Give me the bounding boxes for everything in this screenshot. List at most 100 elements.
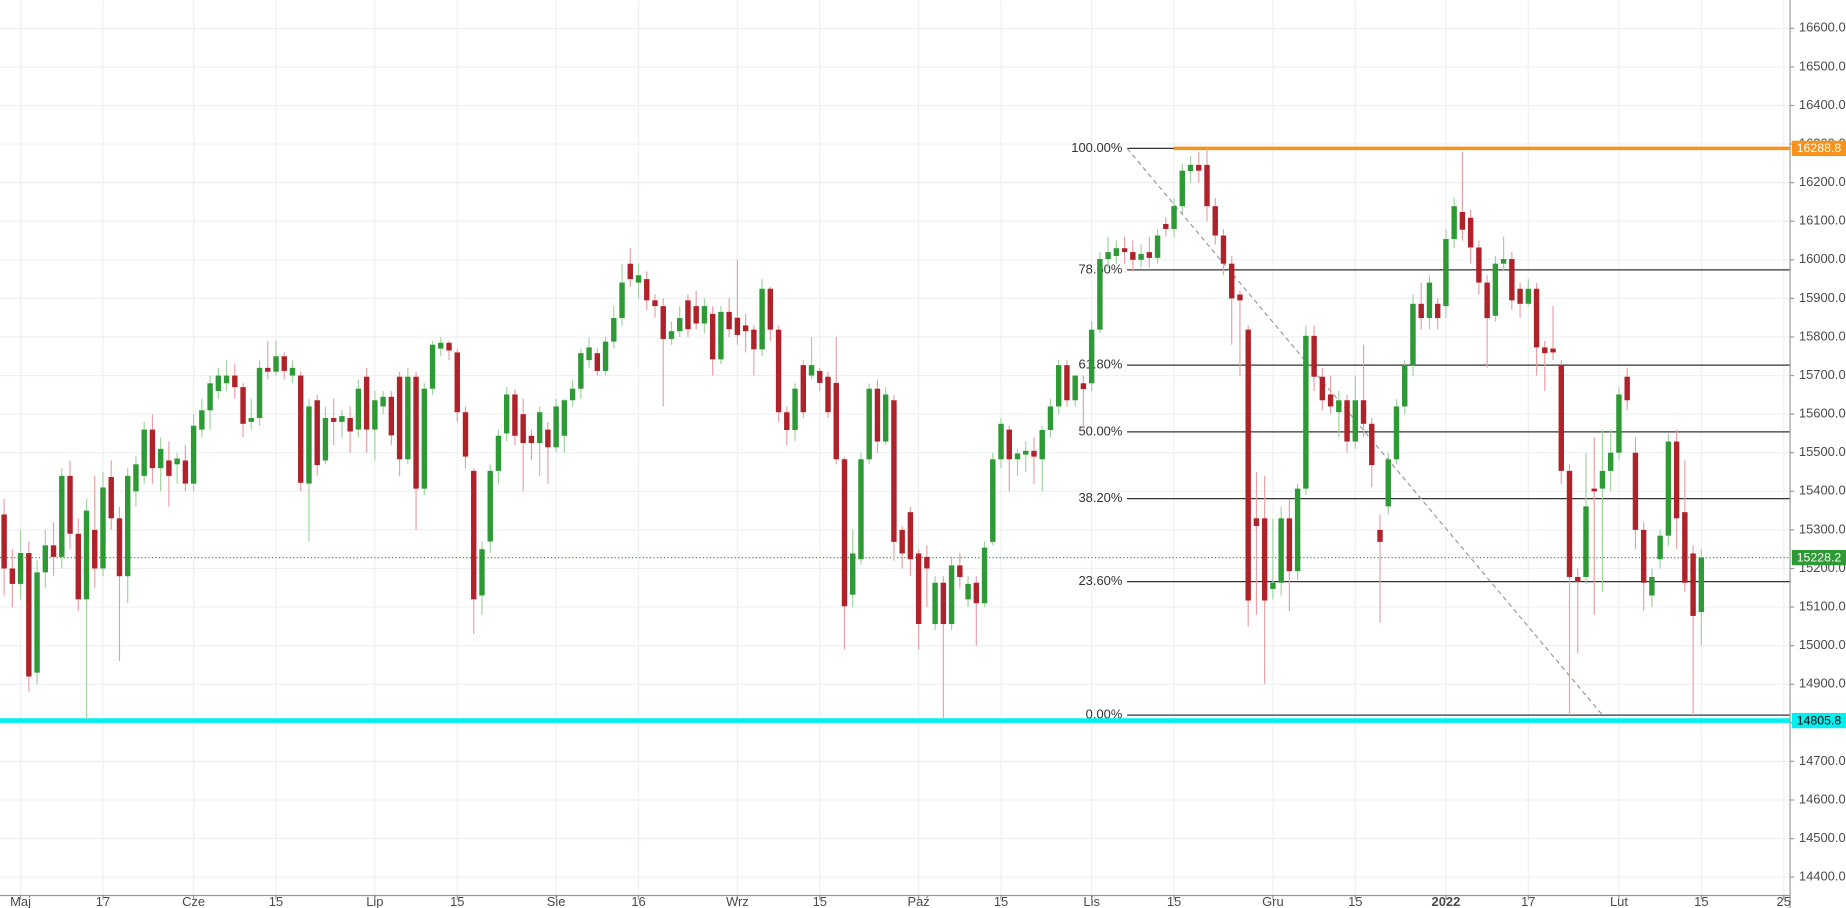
candle-body [396, 376, 403, 460]
candle-body [1253, 518, 1260, 527]
candle-body [545, 429, 551, 448]
candle-body [133, 464, 139, 492]
candle-body [1542, 347, 1548, 354]
x-tick-label: 17 [1521, 894, 1535, 908]
candle-body [1451, 206, 1457, 239]
candle-body [759, 288, 765, 350]
price-badge-label: 14805.8 [1797, 713, 1842, 727]
candle-body [602, 341, 609, 371]
candle-body [59, 475, 65, 557]
candle-body [775, 329, 782, 413]
candle-body [915, 553, 922, 625]
candle-body [1649, 576, 1655, 596]
candle-body [561, 400, 568, 436]
candle-body [421, 388, 428, 489]
y-tick-label: 15700.0 [1799, 367, 1846, 382]
candle-body [1690, 553, 1696, 616]
candle-body [495, 435, 502, 471]
y-tick-label: 16600.0 [1799, 20, 1846, 35]
candle-body [833, 382, 839, 460]
candle-body [940, 582, 947, 625]
candle-body [1459, 211, 1466, 230]
candle-body [429, 344, 436, 389]
candle-body [1657, 535, 1663, 560]
candle-body [693, 306, 699, 324]
candle-body [26, 553, 32, 677]
candle-body [1467, 217, 1474, 248]
fib-label: 0.00% [1086, 707, 1123, 722]
y-tick-label: 15500.0 [1799, 444, 1846, 459]
candle-body [825, 376, 831, 413]
candle-body [1492, 263, 1499, 316]
candle-body [388, 396, 395, 436]
candle-body [438, 342, 444, 349]
candle-body [100, 487, 106, 569]
x-tick-label: 15 [1694, 894, 1708, 908]
candle-body [363, 376, 370, 430]
candle-body [1607, 452, 1614, 471]
y-tick-label: 15600.0 [1799, 406, 1846, 421]
candle-body [471, 470, 477, 600]
candle-body [1105, 252, 1111, 260]
y-tick-label: 15800.0 [1799, 328, 1846, 343]
candle-body [990, 459, 996, 542]
candle-body [1047, 406, 1054, 430]
candle-body [1270, 582, 1276, 589]
candle-body [1599, 470, 1606, 489]
candle-body [1212, 206, 1218, 236]
candle-body [347, 418, 353, 432]
y-tick-label: 15400.0 [1799, 483, 1846, 498]
candle-body [1698, 557, 1705, 613]
candle-body [1665, 441, 1672, 536]
candle-body [932, 582, 938, 625]
candle-body [207, 383, 213, 411]
candle-body [372, 400, 378, 430]
candle-body [1088, 329, 1095, 384]
candle-body [1187, 164, 1194, 172]
candle-body [92, 529, 98, 569]
x-tick-label: Lip [366, 894, 383, 908]
candle-body [1278, 518, 1284, 583]
candle-body [1311, 335, 1317, 377]
x-tick-label: Gru [1262, 894, 1284, 908]
candle-body [512, 394, 518, 436]
candle-body [1360, 400, 1367, 424]
candle-body [899, 529, 905, 554]
candle-body [339, 416, 345, 422]
candle-body [34, 572, 40, 673]
candle-body [1163, 223, 1169, 229]
x-tick-label: 25 [1777, 894, 1791, 908]
candle-body [1261, 518, 1268, 601]
candle-body [1113, 248, 1120, 256]
candle-body [240, 387, 246, 424]
candle-body [1509, 259, 1515, 301]
fib-label: 100.00% [1071, 140, 1123, 155]
candle-body [479, 549, 485, 596]
candle-body [1294, 488, 1301, 572]
candle-body [767, 288, 774, 330]
candle-body [635, 275, 642, 283]
candle-body [1476, 247, 1482, 283]
candle-body [536, 412, 543, 444]
candle-body [1517, 288, 1523, 304]
price-badge [1791, 549, 1846, 566]
candle-body [1550, 348, 1556, 353]
candle-body [380, 396, 386, 407]
y-tick-label: 14400.0 [1799, 869, 1846, 884]
candle-body [1072, 375, 1078, 401]
candle-body [182, 460, 189, 484]
x-tick-label: Wrz [726, 894, 749, 908]
candle-body [1566, 470, 1573, 577]
candle-body [907, 512, 914, 560]
candle-body [1121, 248, 1128, 253]
candle-body [306, 406, 312, 484]
candle-body [1583, 506, 1589, 577]
candle-body [413, 376, 419, 489]
candle-body [215, 375, 222, 392]
price-badge [1791, 712, 1846, 729]
candle-body [751, 329, 757, 350]
candle-body [454, 352, 460, 413]
candle-body [108, 477, 114, 519]
